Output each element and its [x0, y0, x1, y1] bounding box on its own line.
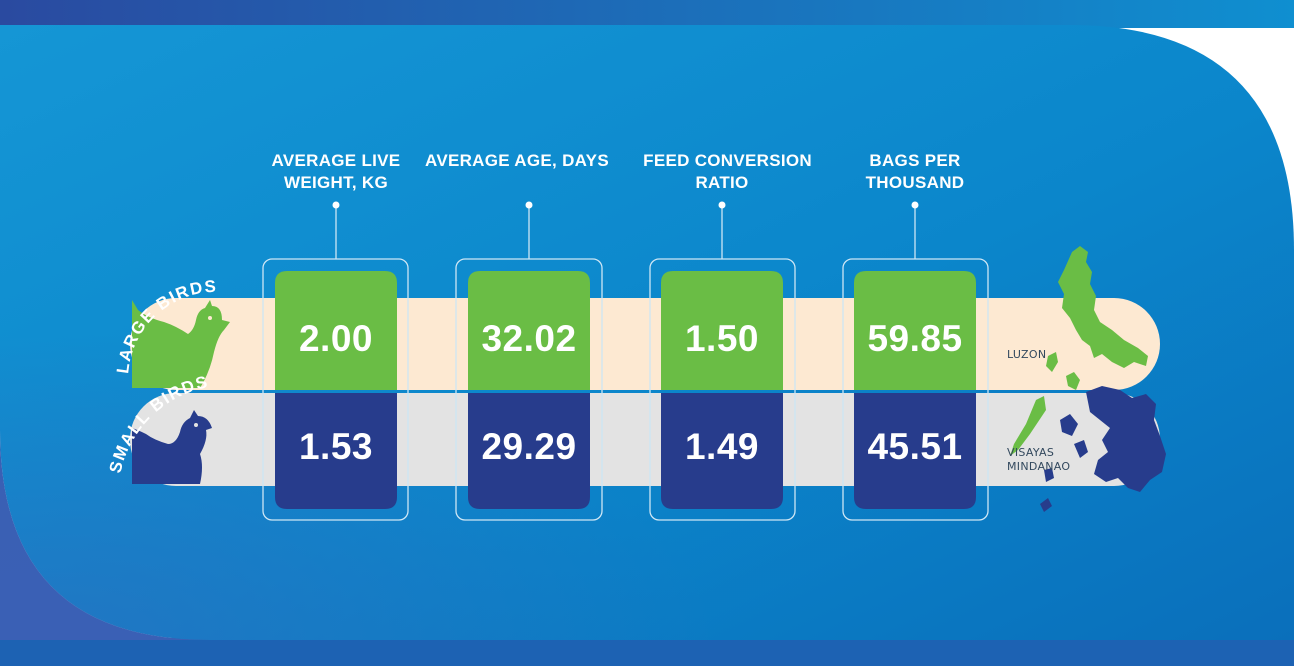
cell-large-3-bg — [661, 271, 783, 390]
value-large-col-2: 32.02 — [481, 318, 577, 359]
small-bird-chicken-icon — [132, 395, 212, 484]
header-col-3-line2: RATIO — [695, 173, 749, 192]
large-bird-chicken-icon — [132, 300, 230, 388]
header-col-4: BAGS PER THOUSAND — [825, 150, 1005, 194]
cell-large-2-bg — [468, 271, 590, 390]
cell-large-4-bg — [854, 271, 976, 390]
region-luzon-label: LUZON — [1007, 348, 1047, 361]
luzon-shape — [1010, 246, 1148, 456]
value-small-col-2: 29.29 — [481, 426, 577, 467]
header-col-4-line2: THOUSAND — [865, 173, 965, 192]
cell-large-1-bg — [275, 271, 397, 390]
header-col-1-line1: AVERAGE LIVE — [271, 151, 401, 170]
header-col-2: AVERAGE AGE, DAYS — [425, 150, 635, 172]
value-small-col-4: 45.51 — [867, 426, 963, 467]
cell-small-3-bg — [661, 393, 783, 509]
value-small-col-1: 1.53 — [298, 426, 373, 467]
header-col-1: AVERAGE LIVE WEIGHT, KG — [246, 150, 426, 194]
header-col-3: FEED CONVERSION RATIO — [632, 150, 812, 194]
cell-small-1-bg — [275, 393, 397, 509]
header-col-2-line1: AVERAGE AGE, DAYS — [425, 151, 609, 170]
value-large-col-4: 59.85 — [867, 318, 963, 359]
header-col-1-line2: WEIGHT, KG — [283, 173, 389, 192]
region-visayas-label: VISAYAS — [1007, 446, 1055, 459]
value-small-col-3: 1.49 — [684, 426, 759, 467]
value-large-col-1: 2.00 — [298, 318, 373, 359]
cell-small-4-bg — [854, 393, 976, 509]
header-col-3-line1: FEED CONVERSION — [643, 151, 812, 170]
cell-small-2-bg — [468, 393, 590, 509]
visayas-mindanao-shape — [1040, 386, 1166, 512]
value-large-col-3: 1.50 — [684, 318, 759, 359]
region-mindanao-label: MINDANAO — [1007, 460, 1071, 473]
header-col-4-line1: BAGS PER — [869, 151, 961, 170]
